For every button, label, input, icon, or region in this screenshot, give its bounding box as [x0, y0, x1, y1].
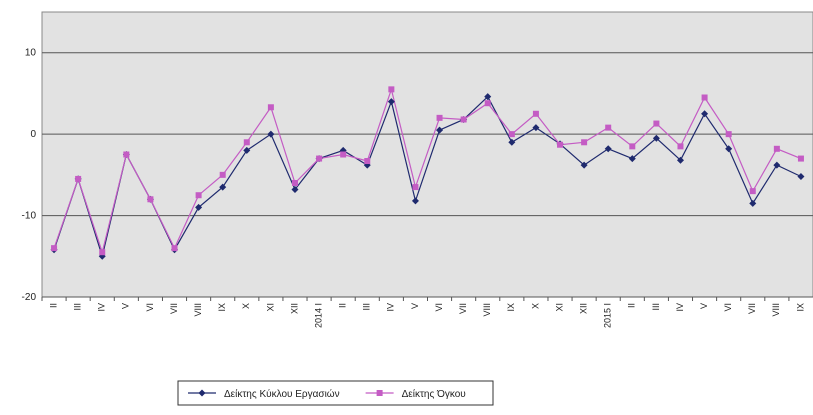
- point: [532, 124, 540, 132]
- point: [605, 124, 612, 131]
- point: [797, 155, 804, 162]
- y-tick-label: -20: [22, 292, 37, 303]
- point: [219, 171, 226, 178]
- x-tick-label: II: [48, 303, 58, 308]
- legend-label: Δείκτης Κύκλου Εργασιών: [224, 388, 340, 400]
- x-tick-label: VII: [458, 303, 468, 314]
- point: [291, 186, 299, 194]
- point: [652, 134, 660, 142]
- x-tick-label: III: [73, 303, 83, 311]
- point: [267, 130, 275, 138]
- x-tick-label: IV: [386, 303, 396, 312]
- point: [701, 94, 708, 101]
- y-tick-label: 0: [30, 129, 36, 140]
- x-tick-label: IX: [795, 303, 805, 312]
- point: [411, 197, 419, 205]
- point: [171, 245, 178, 252]
- point: [676, 156, 684, 164]
- x-tick-label: II: [627, 303, 637, 308]
- plot-area: [41, 11, 813, 298]
- x-tick-label: III: [362, 303, 372, 311]
- point: [580, 161, 588, 169]
- x-tick-label: VI: [434, 303, 444, 312]
- point: [436, 114, 443, 121]
- legend-label: Δείκτης Όγκου: [402, 388, 466, 400]
- x-tick-label: IV: [675, 303, 685, 312]
- point: [773, 145, 780, 152]
- point: [701, 110, 709, 118]
- x-tick-label: VII: [747, 303, 757, 314]
- x-tick-label: V: [699, 303, 709, 309]
- x-tick-label: III: [651, 303, 661, 311]
- x-tick-label: V: [121, 303, 131, 309]
- y-tick-label: -10: [22, 211, 37, 222]
- point: [99, 249, 106, 256]
- point: [604, 145, 612, 153]
- point: [725, 131, 732, 138]
- point: [195, 203, 203, 211]
- x-tick-label: IX: [217, 303, 227, 312]
- point: [629, 143, 636, 150]
- x-tick-label: XI: [554, 303, 564, 312]
- x-tick-label: VIII: [771, 303, 781, 317]
- point: [749, 188, 756, 195]
- x-tick-label: XII: [289, 303, 299, 314]
- series-line: [53, 87, 802, 255]
- legend-box: [177, 380, 494, 406]
- x-tick-label: IX: [506, 303, 516, 312]
- x-tick-label: VIII: [482, 303, 492, 317]
- x-tick-label: XI: [265, 303, 275, 312]
- point: [653, 120, 660, 127]
- point: [628, 155, 636, 163]
- point: [773, 161, 781, 169]
- point: [508, 138, 516, 146]
- y-tick-label: 10: [25, 48, 37, 59]
- series-line: [53, 95, 802, 259]
- x-tick-label: VI: [145, 303, 155, 312]
- point: [243, 139, 250, 146]
- point: [195, 192, 202, 199]
- point: [797, 172, 805, 180]
- point: [75, 175, 82, 182]
- point: [267, 104, 274, 111]
- point: [51, 245, 58, 252]
- legend: Δείκτης Κύκλου Εργασιών Δείκτης Όγκου: [177, 380, 494, 406]
- x-tick-label: VII: [169, 303, 179, 314]
- x-tick-label: 2014 I: [313, 303, 323, 328]
- point: [460, 116, 467, 123]
- point: [412, 184, 419, 191]
- point: [484, 93, 492, 101]
- x-tick-label: V: [410, 303, 420, 309]
- point: [581, 139, 588, 146]
- point: [316, 155, 323, 162]
- point: [364, 158, 371, 165]
- x-tick-label: 2015 I: [603, 303, 613, 328]
- x-tick-label: X: [241, 303, 251, 309]
- point: [147, 196, 154, 203]
- point: [725, 145, 733, 153]
- x-tick-label: VIII: [193, 303, 203, 317]
- point: [557, 141, 564, 148]
- point: [198, 389, 206, 397]
- point: [484, 100, 491, 107]
- point: [749, 199, 757, 207]
- point: [340, 151, 347, 158]
- point: [387, 98, 395, 106]
- point: [123, 151, 130, 158]
- point: [243, 146, 251, 154]
- point: [508, 131, 515, 138]
- point: [436, 126, 444, 134]
- x-tick-label: XII: [578, 303, 588, 314]
- x-tick-label: IV: [97, 303, 107, 312]
- x-tick-label: II: [338, 303, 348, 308]
- point: [532, 110, 539, 117]
- x-tick-label: VI: [723, 303, 733, 312]
- x-tick-label: X: [530, 303, 540, 309]
- point: [376, 390, 383, 396]
- point: [291, 180, 298, 186]
- point: [219, 183, 227, 191]
- point: [677, 143, 684, 150]
- point: [388, 86, 395, 93]
